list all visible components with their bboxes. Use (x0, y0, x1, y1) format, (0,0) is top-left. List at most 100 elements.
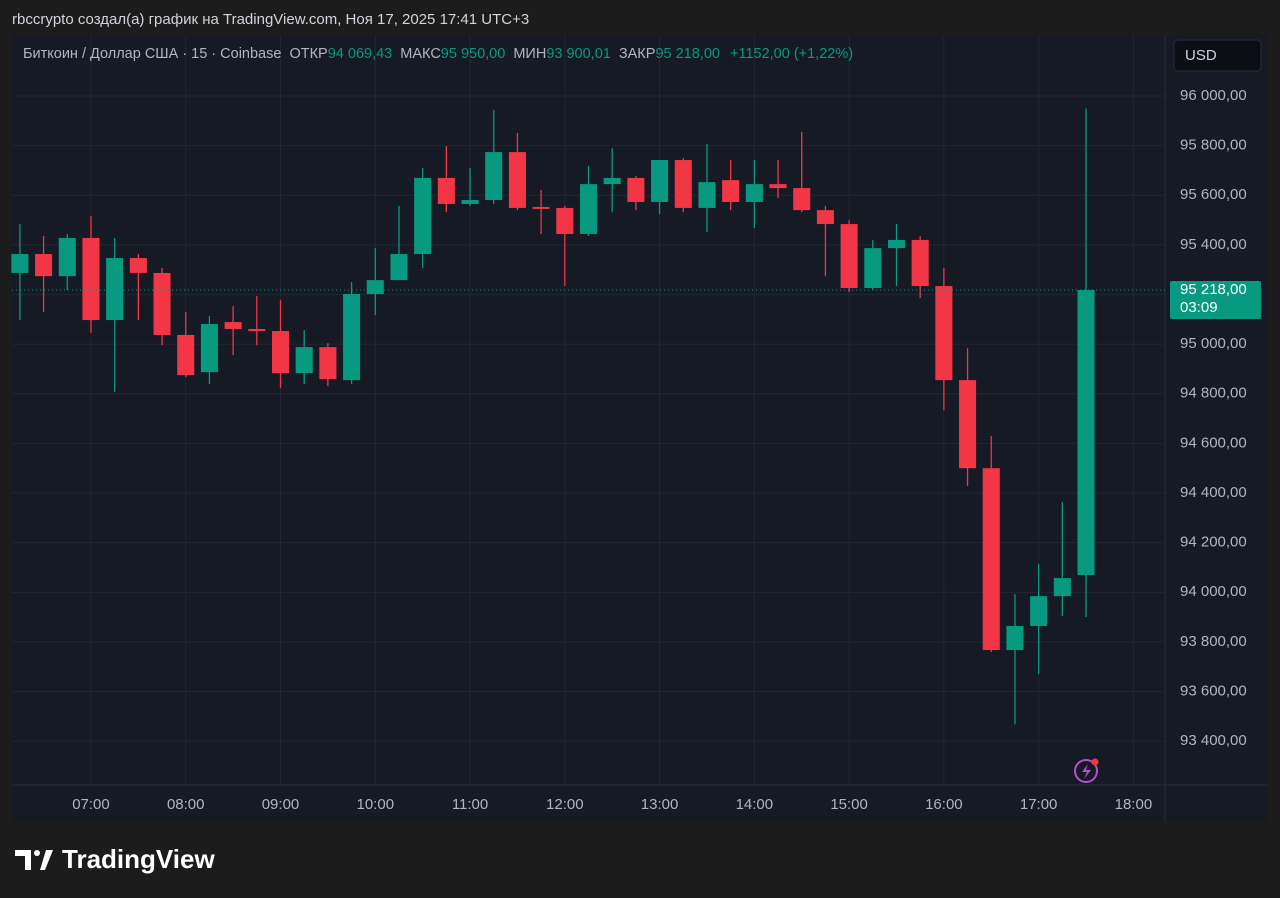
candle-body (745, 184, 763, 202)
open-label: ОТКР (289, 46, 327, 62)
legend: Биткоин / Доллар США · 15 · Coinbase ОТК… (23, 46, 853, 62)
x-tick-label: 17:00 (1020, 796, 1058, 813)
candle-body (674, 160, 692, 208)
alert-bolt[interactable] (1082, 764, 1091, 779)
caption: rbccrypto создал(а) график на TradingVie… (12, 11, 529, 28)
candle-body (461, 199, 479, 204)
y-tick-label: 95 400,00 (1180, 236, 1247, 253)
candle-body (224, 322, 242, 329)
last-price-box (1170, 281, 1261, 320)
candle-body (508, 152, 526, 208)
candles (11, 108, 1165, 725)
alert-ring[interactable] (1074, 759, 1098, 783)
x-tick-label: 14:00 (736, 796, 774, 813)
x-tick-label: 09:00 (262, 796, 300, 813)
candle-body (769, 184, 787, 189)
countdown: 03:09 (1180, 299, 1218, 316)
y-tick-label: 95 800,00 (1180, 137, 1247, 154)
y-tick-label: 96 000,00 (1180, 87, 1247, 104)
candle-body (556, 207, 574, 234)
y-tick-label: 94 200,00 (1180, 534, 1247, 551)
x-tick-label: 15:00 (830, 796, 868, 813)
candle-body (1030, 596, 1048, 626)
candle-body (579, 184, 598, 234)
candle-body (887, 239, 906, 249)
candle-body (959, 380, 977, 469)
low-label: МИН (513, 46, 546, 62)
low-value: 93 900,01 (546, 46, 611, 62)
candle-body (722, 180, 740, 202)
candle-body (200, 324, 218, 373)
candle-body (982, 468, 1000, 651)
candle-body (106, 258, 124, 321)
candle-body (366, 280, 384, 295)
y-tick-label: 95 600,00 (1180, 186, 1247, 203)
candle-body (1077, 290, 1095, 576)
last-price-label: 95 218,00 (1180, 281, 1247, 298)
candle-body (414, 177, 432, 255)
candle-body (1053, 578, 1071, 597)
axes: 93 400,00 93 600,00 93 800,00 94 000,00 94 2… (72, 87, 1261, 813)
x-tick-label: 08:00 (167, 796, 205, 813)
candle-body (532, 206, 550, 209)
x-tick-label: 13:00 (641, 796, 679, 813)
y-tick-label: 93 400,00 (1180, 732, 1247, 749)
x-tick-label: 18:00 (1115, 796, 1153, 813)
y-tick-label: 93 800,00 (1180, 633, 1247, 650)
candle-body (271, 330, 290, 374)
change: +1152,00 (+1,22%) (730, 46, 853, 62)
candle-body (319, 347, 337, 380)
x-tick-label: 11:00 (452, 796, 488, 813)
candle-body (627, 177, 645, 202)
candle-body (698, 182, 716, 208)
logo-slash (40, 850, 53, 870)
candle-body (35, 254, 53, 277)
candle-body (129, 258, 147, 273)
y-tick-label: 94 600,00 (1180, 434, 1247, 451)
candle-body (603, 177, 621, 185)
high-label: МАКС (400, 46, 441, 62)
candle-body (935, 286, 953, 381)
alert-dot[interactable] (1091, 758, 1099, 766)
y-tick-label: 93 600,00 (1180, 682, 1247, 699)
logo-dot (34, 850, 40, 856)
candle-body (911, 239, 929, 287)
candle-body (793, 188, 811, 211)
candle-body (390, 254, 408, 281)
candle-body (153, 272, 171, 335)
y-tick-label: 94 400,00 (1180, 484, 1247, 501)
high-value: 95 950,00 (441, 46, 506, 62)
candle-body (343, 294, 361, 381)
candle-body (651, 160, 669, 202)
close-value: 95 218,00 (655, 46, 720, 62)
close-label: ЗАКР (619, 46, 656, 62)
y-tick-label: 94 000,00 (1180, 583, 1247, 600)
x-tick-label: 16:00 (925, 796, 963, 813)
candle-body (437, 177, 455, 204)
brand: TradingView (62, 844, 215, 874)
currency[interactable]: USD (1185, 47, 1217, 64)
y-tick-label: 95 000,00 (1180, 335, 1247, 352)
alert-icon[interactable] (1074, 758, 1099, 783)
open-value: 94 069,43 (328, 46, 393, 62)
candle-body (295, 347, 313, 374)
candle-body (58, 237, 76, 277)
brand-logo (15, 850, 53, 870)
logo-mark (15, 850, 31, 870)
candle-body (11, 254, 29, 273)
candle-body (82, 237, 100, 321)
candle-body (864, 248, 882, 289)
x-tick-label: 10:00 (357, 796, 395, 813)
chart-panel (12, 35, 1268, 822)
candle-body (816, 210, 834, 225)
candle-body (1006, 625, 1024, 651)
grid (12, 35, 1165, 785)
currency-button[interactable] (1173, 39, 1262, 72)
x-tick-label: 07:00 (72, 796, 110, 813)
candle-body (485, 152, 503, 200)
x-tick-label: 12:00 (546, 796, 584, 813)
candle-body (248, 328, 266, 331)
y-tick-label: 94 800,00 (1180, 385, 1247, 402)
candle-body (177, 334, 195, 376)
symbol: Биткоин / Доллар США · 15 · Coinbase (23, 46, 281, 62)
